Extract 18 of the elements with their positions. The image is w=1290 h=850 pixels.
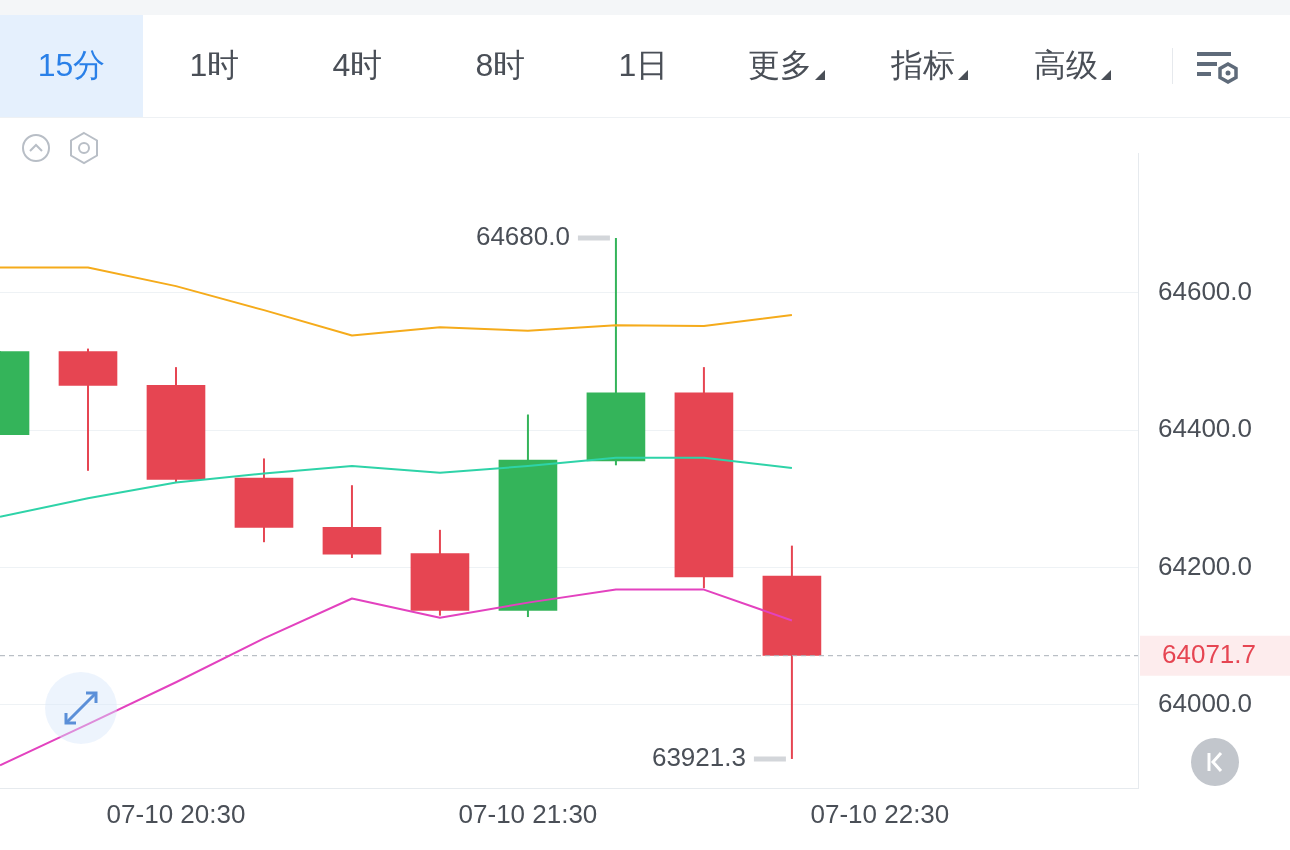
text: 高级 — [1034, 46, 1098, 85]
x-tick-label: 07-10 21:30 — [458, 798, 598, 829]
y-tick-label: 64000.0 — [1158, 688, 1252, 719]
annotation: 63921.3 — [651, 742, 746, 773]
text: 1日 — [618, 46, 669, 85]
y-tick-label: 64400.0 — [1158, 413, 1252, 444]
text: 更多 — [748, 46, 812, 85]
text: 4时 — [332, 46, 383, 85]
text: 8时 — [475, 46, 526, 85]
x-tick-label: 07-10 20:30 — [106, 798, 246, 829]
y-tick-label: 64200.0 — [1158, 550, 1252, 581]
y-tick-label: 64600.0 — [1158, 276, 1252, 307]
text: 1时 — [189, 46, 240, 85]
text: 15分 — [37, 46, 106, 85]
text: 指标 — [891, 46, 955, 85]
ref-line-label: 64071.7 — [1162, 638, 1256, 669]
x-tick-label: 07-10 22:30 — [810, 798, 950, 829]
annotation: 64680.0 — [475, 221, 570, 252]
